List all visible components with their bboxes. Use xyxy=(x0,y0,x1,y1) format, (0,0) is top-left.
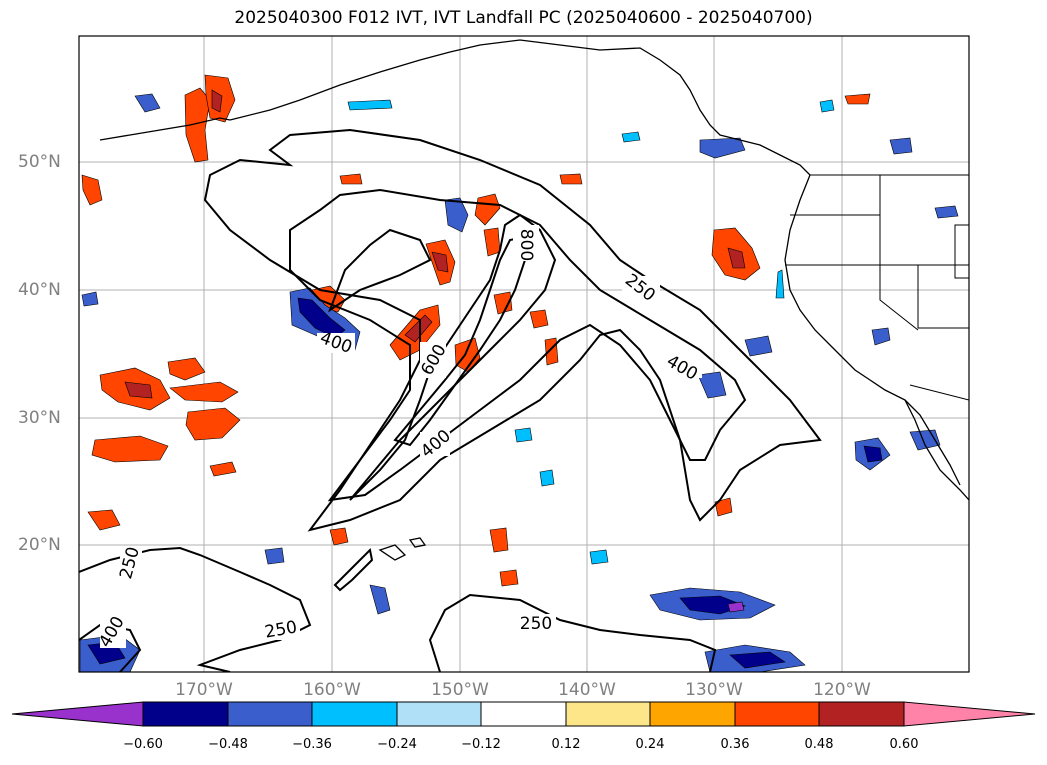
negative-blob xyxy=(347,99,393,111)
positive-blob xyxy=(529,309,549,329)
positive-blob xyxy=(124,381,153,399)
positive-blob xyxy=(169,381,239,403)
negative-blob xyxy=(444,197,469,233)
negative-blob xyxy=(744,335,773,357)
negative-blob xyxy=(134,93,161,113)
negative-blob xyxy=(264,547,285,565)
political-borders xyxy=(785,174,969,401)
colorbar-bin xyxy=(311,701,398,727)
colorbar-bin xyxy=(649,701,736,727)
colorbar-bin xyxy=(565,701,651,727)
north-america-coast xyxy=(784,174,969,501)
positive-blob xyxy=(91,435,169,463)
colorbar-tick: 0.36 xyxy=(720,737,750,752)
negative-blob xyxy=(729,651,786,669)
positive-blob xyxy=(714,497,733,517)
colorbar-tick: −0.36 xyxy=(292,737,332,752)
hawaii xyxy=(378,537,427,561)
ivt-contours xyxy=(79,128,822,672)
ivt-contour-250-south xyxy=(79,546,312,672)
negative-blob xyxy=(871,327,891,346)
negative-blob xyxy=(369,584,391,615)
positive-blob xyxy=(844,93,871,105)
colorbar-tick: 0.60 xyxy=(889,737,919,752)
colorbar-tick: 0.12 xyxy=(551,737,581,752)
positive-blob xyxy=(185,407,241,441)
positive-blob xyxy=(184,87,211,163)
positive-blob xyxy=(559,173,583,185)
colorbar-bin xyxy=(227,701,313,727)
negative-blob xyxy=(539,469,555,487)
ivt-contour-600 xyxy=(349,213,557,501)
colorbar-tick: 0.24 xyxy=(635,737,665,752)
positive-blob xyxy=(81,174,103,206)
negative-blob xyxy=(81,291,99,307)
colorbar-tick: 0.48 xyxy=(804,737,834,752)
lon-label: 140°W xyxy=(558,680,616,700)
colorbar-bin xyxy=(480,701,567,727)
positive-blob xyxy=(493,291,513,315)
colorbar-bin xyxy=(734,701,820,727)
negative-blob xyxy=(889,137,913,155)
lat-label: 20°N xyxy=(18,535,61,555)
negative-blob xyxy=(697,371,727,399)
lat-label: 40°N xyxy=(18,280,61,300)
positive-blob xyxy=(544,337,559,366)
positive-blob xyxy=(329,527,349,546)
positive-blob xyxy=(87,509,121,531)
aleutians xyxy=(99,117,231,141)
ivt-contour-400-sw xyxy=(79,623,142,672)
lon-label: 150°W xyxy=(431,680,489,700)
colorbar-bin xyxy=(818,701,905,727)
negative-blob xyxy=(727,601,745,613)
lon-label: 170°W xyxy=(175,680,233,700)
negative-blob xyxy=(621,131,641,143)
colorbar-tick: −0.24 xyxy=(377,737,417,752)
map-frame xyxy=(78,35,970,673)
positive-blob xyxy=(211,89,223,113)
negative-blob xyxy=(819,99,835,113)
lon-label: 130°W xyxy=(685,680,743,700)
map-title: 2025040300 F012 IVT, IVT Landfall PC (20… xyxy=(234,8,813,28)
negative-blob xyxy=(775,269,785,299)
positive-blob xyxy=(167,357,206,381)
positive-blob xyxy=(474,193,501,226)
baja xyxy=(904,399,961,486)
colorbar xyxy=(11,701,1036,727)
ivt-contour-inner xyxy=(327,228,432,313)
contour-labels: 800 250 400 600 400 250 400 250 400 250 xyxy=(95,225,702,651)
positive-blob xyxy=(431,251,449,273)
negative-blob xyxy=(514,427,533,443)
positive-blob xyxy=(499,569,519,587)
contour-label: 800 xyxy=(516,229,536,261)
ivt-contour-250-sw xyxy=(333,547,374,592)
colorbar-extend-high xyxy=(903,701,1036,727)
lon-label: 160°W xyxy=(303,680,361,700)
colorbar-bin xyxy=(142,701,229,727)
coastlines xyxy=(99,39,969,561)
map-background xyxy=(79,36,969,672)
positive-blob xyxy=(404,314,433,343)
colorbar-extend-low xyxy=(11,701,144,727)
lon-label: 120°W xyxy=(813,680,871,700)
lat-label: 50°N xyxy=(18,152,61,172)
positive-blob xyxy=(489,527,509,553)
negative-blob xyxy=(934,205,959,219)
ivt-contour-250-se xyxy=(428,593,717,672)
colorbar-bin xyxy=(396,701,482,727)
positive-blob xyxy=(727,247,746,269)
lat-label: 30°N xyxy=(18,408,61,428)
colorbar-tick: −0.60 xyxy=(123,737,163,752)
positive-blob xyxy=(209,461,237,477)
alaska-coast xyxy=(229,39,811,176)
negative-blob xyxy=(863,445,883,463)
contour-label: 250 xyxy=(520,614,552,634)
negative-blob xyxy=(589,549,609,565)
positive-blob xyxy=(339,173,363,185)
colorbar-tick: −0.12 xyxy=(461,737,501,752)
colorbar-tick: −0.48 xyxy=(208,737,248,752)
